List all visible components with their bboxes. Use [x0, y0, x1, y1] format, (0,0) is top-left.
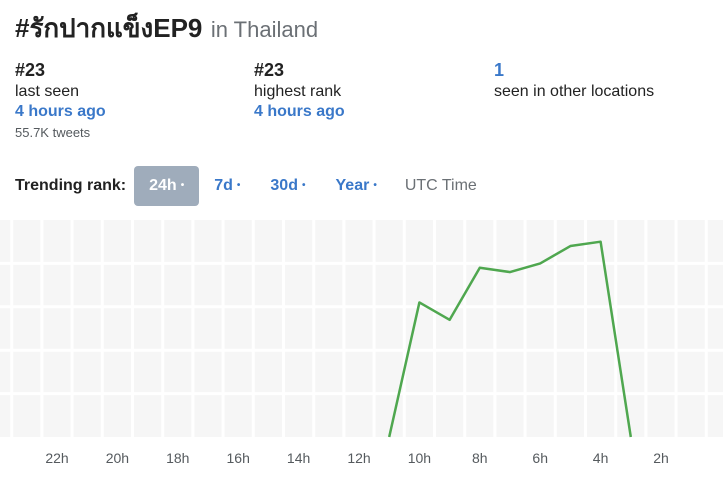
- tab-30d-label: 30d: [270, 177, 298, 194]
- x-tick-label: 22h: [45, 450, 68, 466]
- other-locations-stat: 1 seen in other locations: [494, 58, 723, 102]
- highest-rank-value: #23: [254, 60, 285, 80]
- x-tick-label: 2h: [653, 450, 669, 466]
- tab-7d-label: 7d: [214, 177, 233, 194]
- tab-year-label: Year: [335, 177, 370, 194]
- highest-rank-stat: #23 highest rank 4 hours ago: [254, 58, 484, 122]
- tab-year[interactable]: Year •: [321, 166, 392, 206]
- range-tabs: Trending rank: 24h • 7d • 30d • Year • UTC T…: [15, 166, 490, 206]
- x-tick-label: 20h: [106, 450, 129, 466]
- other-locations-count-link[interactable]: 1: [494, 60, 505, 80]
- last-seen-time-link[interactable]: 4 hours ago: [15, 103, 106, 120]
- location-label: in Thailand: [210, 17, 319, 42]
- hashtag-title: #รักปากแข็งEP9: [15, 13, 203, 43]
- tab-30d-dot-icon: •: [301, 180, 306, 191]
- x-tick-label: 16h: [227, 450, 250, 466]
- x-tick-label: 8h: [472, 450, 488, 466]
- tab-24h-dot-icon: •: [180, 180, 185, 191]
- x-tick-label: 18h: [166, 450, 189, 466]
- rank-chart: 22h 20h 18h 16h 14h 12h 10h 8h 6h 4h 2h: [0, 220, 723, 480]
- last-seen-rank: #23: [15, 60, 46, 80]
- tab-30d[interactable]: 30d •: [255, 166, 320, 206]
- x-tick-label: 14h: [287, 450, 310, 466]
- x-tick-label: 4h: [593, 450, 609, 466]
- tab-7d-dot-icon: •: [236, 180, 241, 191]
- tab-year-dot-icon: •: [373, 180, 377, 191]
- tab-24h[interactable]: 24h •: [134, 166, 200, 206]
- timezone-label: UTC Time: [404, 177, 477, 194]
- trending-rank-label: Trending rank:: [15, 177, 127, 194]
- tweet-count: 55.7K tweets: [15, 125, 91, 140]
- page-title: #รักปากแข็งEP9 in Thailand: [15, 8, 318, 49]
- other-locations-label: seen in other locations: [494, 83, 655, 100]
- last-seen-label: last seen: [15, 83, 80, 100]
- tab-7d[interactable]: 7d •: [199, 166, 255, 206]
- tab-24h-label: 24h: [149, 177, 177, 194]
- rank-chart-svg: 22h 20h 18h 16h 14h 12h 10h 8h 6h 4h 2h: [0, 220, 723, 466]
- highest-rank-label: highest rank: [254, 83, 342, 100]
- highest-rank-time-link[interactable]: 4 hours ago: [254, 103, 345, 120]
- x-tick-label: 12h: [347, 450, 370, 466]
- last-seen-stat: #23 last seen 4 hours ago 55.7K tweets: [15, 58, 245, 144]
- x-tick-label: 10h: [408, 450, 431, 466]
- x-tick-label: 6h: [532, 450, 548, 466]
